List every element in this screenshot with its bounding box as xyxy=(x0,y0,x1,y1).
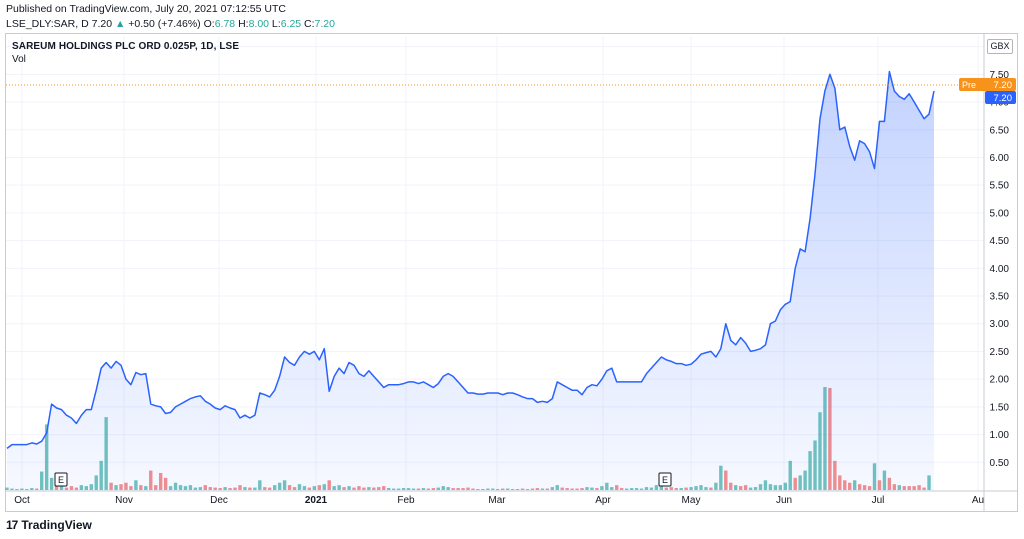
y-tick-label: 5.00 xyxy=(990,208,1010,219)
y-tick-label: 7.50 xyxy=(990,70,1010,81)
legend-volume: Vol xyxy=(12,54,26,65)
legend-title: SAREUM HOLDINGS PLC ORD 0.025P, 1D, LSE xyxy=(12,41,240,52)
price-change: +0.50 (+7.46%) xyxy=(128,18,201,30)
currency-badge[interactable]: GBX xyxy=(987,39,1013,54)
high-value: 8.00 xyxy=(248,18,269,30)
x-tick-label: Au xyxy=(972,495,984,506)
price-line xyxy=(6,70,935,449)
low-value: 6.25 xyxy=(280,18,302,30)
y-tick-label: 1.50 xyxy=(990,402,1010,413)
chart-legend: SAREUM HOLDINGS PLC ORD 0.025P, 1D, LSE … xyxy=(12,40,239,66)
x-tick-label: Jun xyxy=(776,495,792,506)
brand-name: TradingView xyxy=(21,518,92,532)
pre-tag-value: 7.20 xyxy=(994,80,1013,91)
y-tick-label: 6.50 xyxy=(990,125,1010,136)
y-tick-label: 5.50 xyxy=(990,181,1010,192)
open-value: 6.78 xyxy=(214,18,236,30)
change-up-icon: ▲ xyxy=(114,18,126,30)
earnings-marker-icon xyxy=(658,472,672,487)
tradingview-brand[interactable]: 17 TradingView xyxy=(6,518,92,532)
low-label: L: xyxy=(271,18,281,30)
y-tick-label: 1.00 xyxy=(990,430,1010,441)
y-tick-label: 4.50 xyxy=(990,236,1010,247)
tradingview-logo-icon: 17 xyxy=(6,518,18,532)
published-line: Published on TradingView.com, July 20, 2… xyxy=(6,3,286,15)
open-label: O: xyxy=(203,18,215,30)
x-tick-label: Oct xyxy=(14,495,30,506)
y-tick-label: 2.00 xyxy=(990,375,1010,386)
y-tick-label: 0.50 xyxy=(990,458,1010,469)
earnings-marker-icon xyxy=(54,472,68,487)
close-value: 7.20 xyxy=(314,18,335,30)
pre-tag-label: Pre xyxy=(962,80,976,90)
x-tick-label: 2021 xyxy=(305,495,328,506)
symbol-label[interactable]: LSE_DLY:SAR, D xyxy=(6,18,89,30)
last-tag-value: 7.20 xyxy=(994,93,1013,104)
x-tick-label: Jul xyxy=(872,495,885,506)
high-label: H: xyxy=(238,18,249,30)
last-price: 7.20 xyxy=(91,18,113,30)
y-tick-label: 4.00 xyxy=(990,264,1010,275)
price-area xyxy=(7,71,934,491)
x-tick-label: Mar xyxy=(488,495,506,506)
close-label: C: xyxy=(304,18,315,30)
last-price-tag xyxy=(985,90,1016,104)
chart-pane[interactable] xyxy=(5,33,1018,512)
y-tick-label: 6.00 xyxy=(990,153,1010,164)
earnings-marker-label: E xyxy=(58,475,64,485)
x-tick-label: Dec xyxy=(210,495,228,506)
x-tick-label: Feb xyxy=(397,495,415,506)
y-tick-label: 3.50 xyxy=(990,292,1010,303)
x-tick-label: Apr xyxy=(595,495,611,506)
y-tick-label: 3.00 xyxy=(990,319,1010,330)
pre-price-tag xyxy=(959,77,1016,91)
x-tick-label: May xyxy=(682,495,701,506)
x-tick-label: Nov xyxy=(115,495,133,506)
y-tick-label: 2.50 xyxy=(990,347,1010,358)
symbol-info-line: LSE_DLY:SAR, D 7.20 ▲ +0.50 (+7.46%) O:6… xyxy=(6,18,335,30)
earnings-marker-label: E xyxy=(662,475,668,485)
